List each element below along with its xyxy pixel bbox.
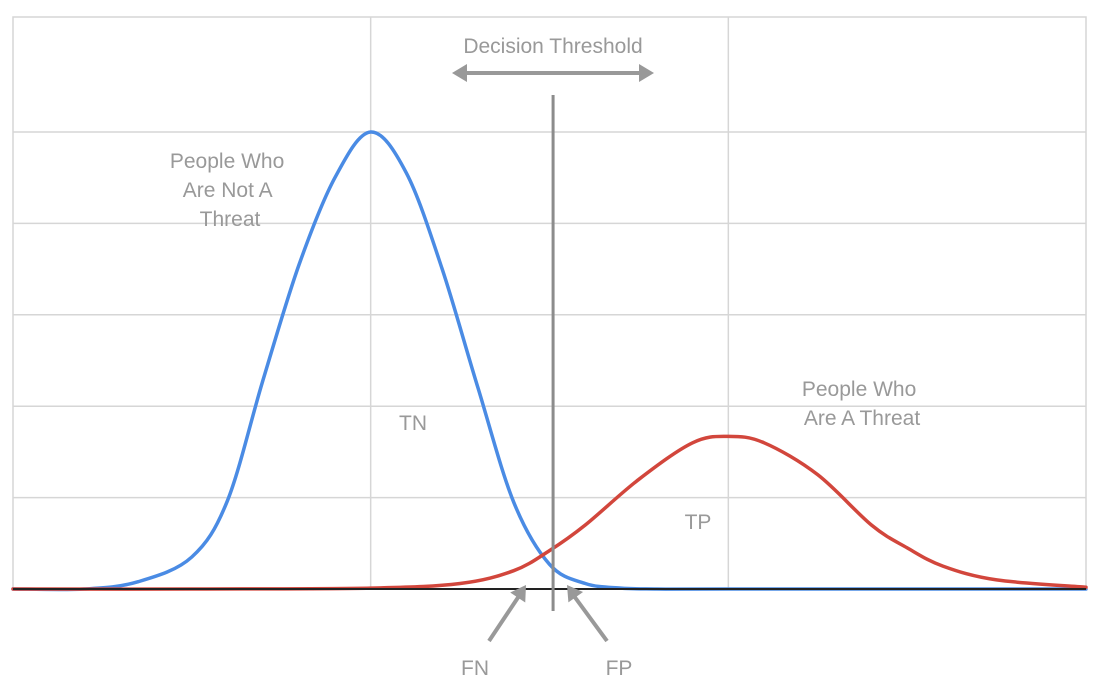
plot-frame	[12, 16, 1087, 590]
fp-arrow-shaft	[572, 594, 609, 643]
not-threat-label: People Who Are Not A Threat	[170, 150, 290, 231]
fp-arrow-head	[567, 585, 584, 603]
not-threat-label-line: People Who	[170, 150, 284, 173]
fn-label: FN	[461, 657, 489, 680]
threat-label-line: Are A Threat	[804, 407, 921, 430]
not-threat-curve	[11, 130, 1088, 592]
annotation-arrows	[452, 64, 654, 643]
tp-label: TP	[685, 511, 712, 534]
threshold-arrow-right-head	[639, 64, 654, 82]
threat-label: People Who Are A Threat	[802, 378, 922, 430]
fn-arrow-head	[510, 585, 526, 603]
grid	[12, 16, 1087, 590]
threat-label-line: People Who	[802, 378, 916, 401]
threshold-arrow-left-head	[452, 64, 467, 82]
fn-arrow-shaft	[487, 594, 521, 643]
tn-label: TN	[399, 412, 427, 435]
fp-label: FP	[606, 657, 633, 680]
not-threat-label-line: Threat	[200, 208, 261, 231]
curves	[11, 130, 1088, 592]
not-threat-label-line: Are Not A	[183, 179, 273, 202]
decision-threshold-label: Decision Threshold	[463, 35, 642, 58]
